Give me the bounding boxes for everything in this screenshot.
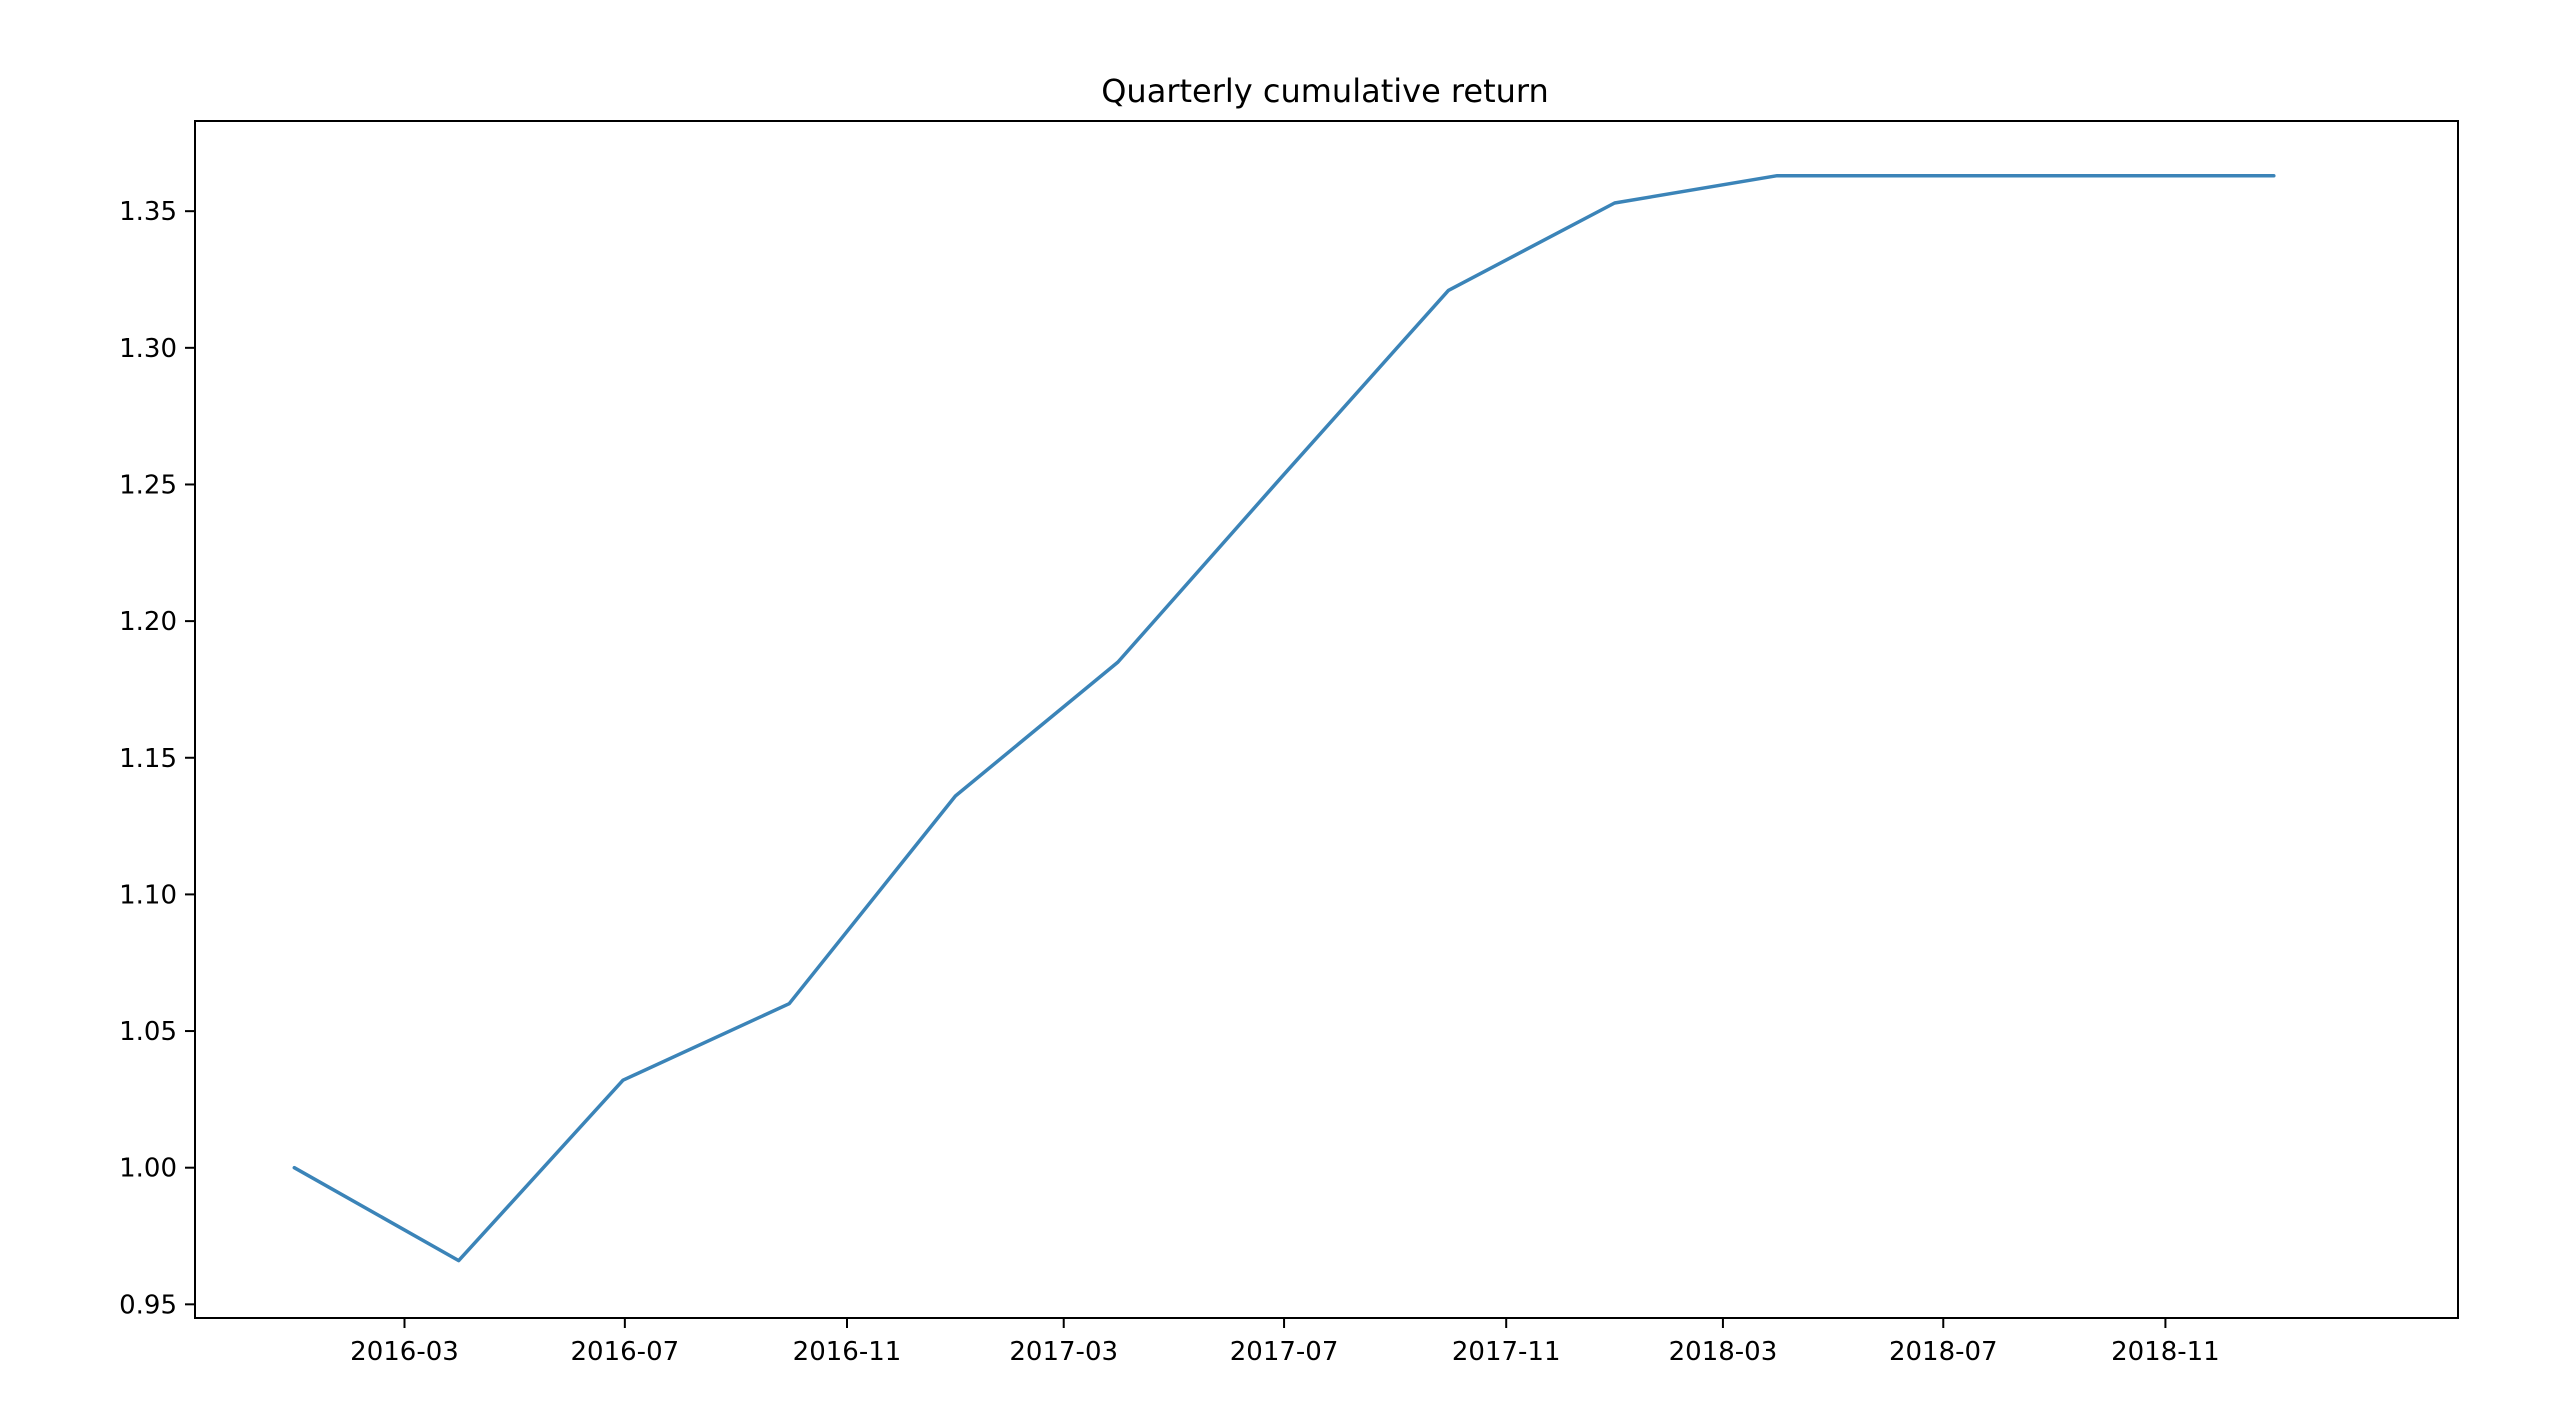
x-tick-label: 2016-03: [350, 1337, 459, 1367]
y-axis: 0.95 1.00 1.05 1.10 1.15 1.20 1.25 1.30 1.35: [119, 197, 195, 1320]
x-tick-label: 2017-07: [1230, 1337, 1339, 1367]
series-layer: [292, 173, 2276, 1263]
chart-title: Quarterly cumulative return: [1101, 72, 1549, 110]
plot-area-frame: [194, 120, 2459, 1319]
y-tick-label: 1.00: [119, 1154, 177, 1184]
y-tick-label: 0.95: [119, 1290, 177, 1320]
x-tick-label: 2018-07: [1889, 1337, 1998, 1367]
x-axis: 2016-03 2016-07 2016-11 2017-03 2017-07 2017-…: [350, 1318, 2220, 1367]
y-tick-label: 1.25: [119, 470, 177, 500]
x-tick-label: 2016-11: [793, 1337, 902, 1367]
x-tick-label: 2017-03: [1009, 1337, 1118, 1367]
y-tick-label: 1.15: [119, 744, 177, 774]
y-tick-label: 1.30: [119, 334, 177, 364]
y-tick-label: 1.05: [119, 1017, 177, 1047]
x-tick-label: 2016-07: [571, 1337, 680, 1367]
x-tick-label: 2018-11: [2111, 1337, 2220, 1367]
y-tick-label: 1.35: [119, 197, 177, 227]
x-tick-label: 2017-11: [1452, 1337, 1561, 1367]
y-tick-label: 1.10: [119, 880, 177, 910]
series-line: [292, 173, 2276, 1263]
y-tick-label: 1.20: [119, 607, 177, 637]
x-tick-label: 2018-03: [1669, 1337, 1778, 1367]
